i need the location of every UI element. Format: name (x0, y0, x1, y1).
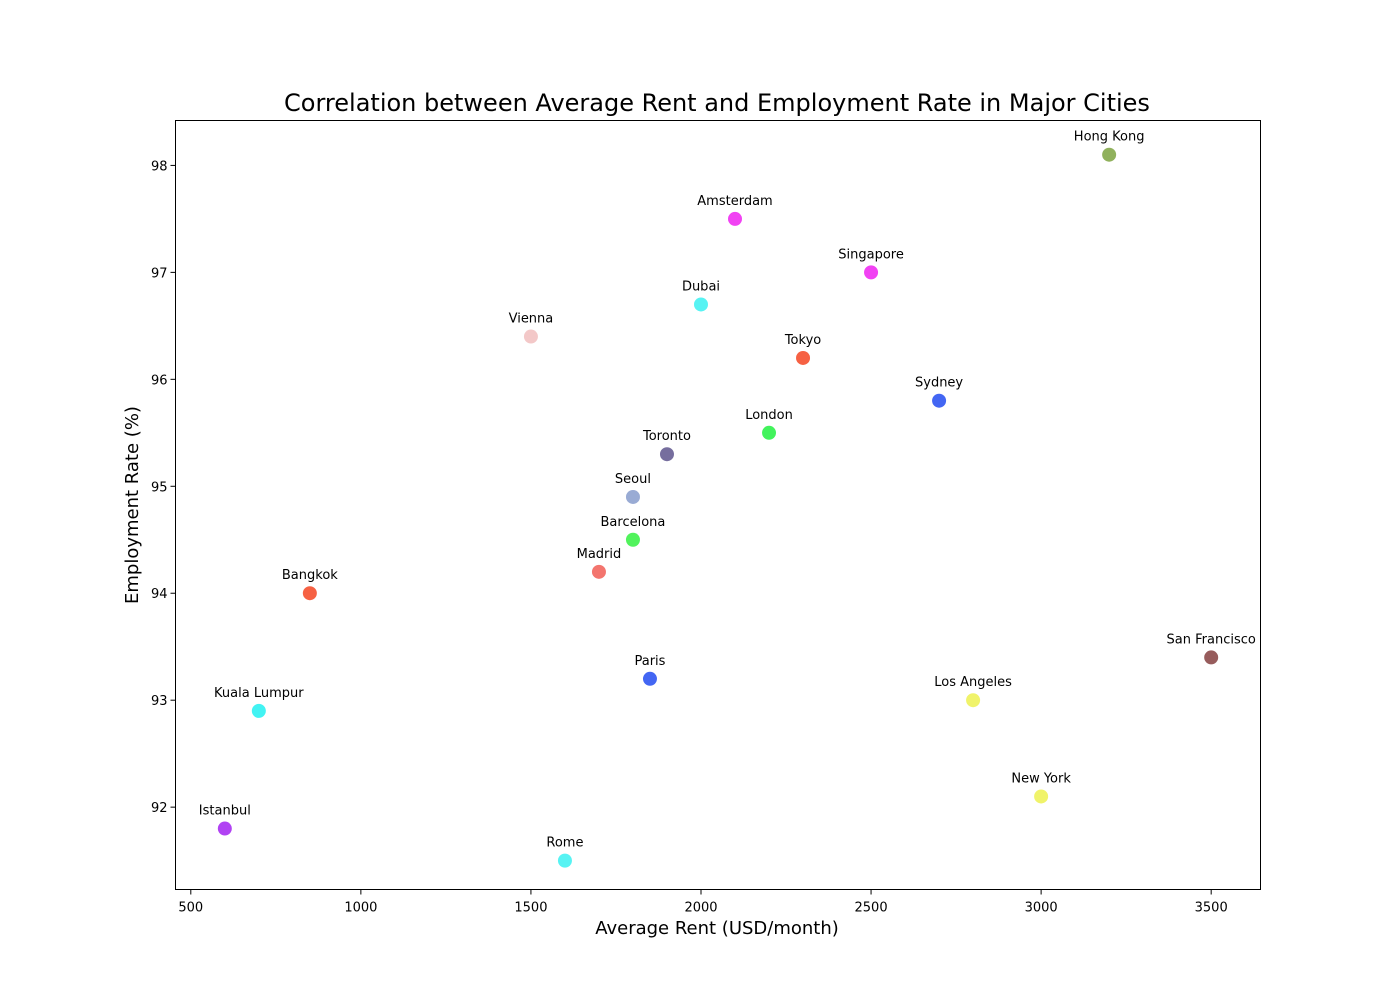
y-tick-label: 96 (151, 373, 168, 388)
data-point-label: Sydney (915, 376, 963, 391)
x-tick-label: 1000 (344, 901, 377, 916)
data-point (625, 489, 640, 504)
data-point-label: Paris (634, 654, 665, 669)
data-point-label: San Francisco (1167, 632, 1256, 647)
data-point-label: London (745, 408, 793, 423)
data-point-label: Rome (546, 836, 583, 851)
data-point (796, 350, 811, 365)
data-point (251, 703, 266, 718)
data-point-label: Tokyo (784, 333, 821, 348)
y-axis-label: Employment Rate (%) (122, 406, 143, 604)
data-point-label: Amsterdam (697, 194, 772, 209)
x-tick-label: 1500 (514, 901, 547, 916)
data-point (1034, 789, 1049, 804)
plot-frame (175, 120, 1261, 890)
data-point (302, 586, 317, 601)
data-point (864, 265, 879, 280)
x-tick-label: 2500 (855, 901, 888, 916)
data-point (557, 853, 572, 868)
data-point (659, 447, 674, 462)
data-point (642, 671, 657, 686)
y-tick-label: 94 (151, 587, 168, 602)
data-point-label: Hong Kong (1074, 130, 1145, 145)
data-point-label: Dubai (682, 279, 720, 294)
data-point-label: New York (1011, 771, 1071, 786)
data-point (591, 564, 606, 579)
chart-title: Correlation between Average Rent and Emp… (284, 89, 1150, 117)
data-point-label: Vienna (509, 312, 554, 327)
data-point (1204, 650, 1219, 665)
data-point (217, 821, 232, 836)
data-point-label: Toronto (642, 429, 691, 444)
y-tick-label: 98 (151, 159, 168, 174)
data-point-label: Los Angeles (934, 675, 1012, 690)
plot-points: New York San Francisco Los Angeles London Pa… (199, 130, 1256, 868)
x-tick-label: 2000 (684, 901, 717, 916)
data-point (693, 297, 708, 312)
data-point (523, 329, 538, 344)
y-axis-ticks: 92 93 94 95 96 97 98 (151, 159, 176, 816)
data-point-label: Singapore (838, 247, 904, 262)
data-point-label: Madrid (577, 547, 622, 562)
x-tick-label: 3500 (1195, 901, 1228, 916)
x-axis-ticks: 500 1000 1500 2000 2500 3000 3500 (178, 889, 1228, 916)
data-point-label: Seoul (615, 472, 651, 487)
data-point (625, 532, 640, 547)
data-point (1102, 147, 1117, 162)
y-tick-label: 97 (151, 266, 168, 281)
data-point (728, 211, 743, 226)
data-point (762, 425, 777, 440)
x-axis-label: Average Rent (USD/month) (595, 918, 839, 939)
y-tick-label: 92 (151, 801, 168, 816)
data-point (966, 693, 981, 708)
data-point-label: Barcelona (601, 515, 666, 530)
y-tick-label: 93 (151, 694, 168, 709)
y-tick-label: 95 (151, 480, 168, 495)
data-point-label: Istanbul (199, 804, 251, 819)
data-point-label: Kuala Lumpur (214, 686, 304, 701)
data-point (932, 393, 947, 408)
x-tick-label: 500 (178, 901, 203, 916)
data-point-label: Bangkok (282, 568, 338, 583)
x-tick-label: 3000 (1025, 901, 1058, 916)
